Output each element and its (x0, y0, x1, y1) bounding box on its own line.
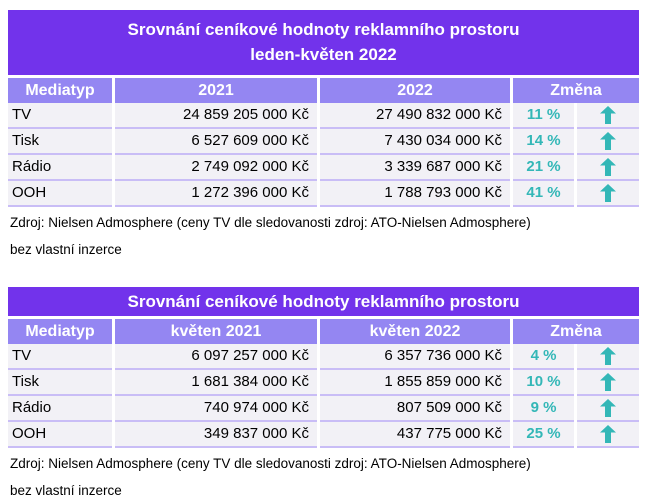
up-arrow-icon (577, 103, 639, 129)
column-header-mediatype: Mediatyp (8, 78, 112, 103)
up-arrow-icon (577, 370, 639, 396)
value-2022-cell: 3 339 687 000 Kč (320, 155, 510, 181)
column-header-may-2021: květen 2021 (115, 319, 317, 344)
mediatype-cell: OOH (8, 181, 112, 207)
up-arrow-icon (577, 129, 639, 155)
table-row: Rádio 740 974 000 Kč 807 509 000 Kč 9 % (8, 396, 639, 422)
value-2021-cell: 24 859 205 000 Kč (115, 103, 317, 129)
column-header-may-2022: květen 2022 (320, 319, 510, 344)
up-arrow-icon (577, 155, 639, 181)
up-arrow-icon (577, 396, 639, 422)
table-title-line2: leden-květen 2022 (250, 45, 397, 64)
value-may-2021-cell: 349 837 000 Kč (115, 422, 317, 448)
source-note: Zdroj: Nielsen Admosphere (ceny TV dle s… (10, 215, 531, 230)
mediatype-cell: TV (8, 344, 112, 370)
value-may-2021-cell: 1 681 384 000 Kč (115, 370, 317, 396)
change-percent-cell: 14 % (513, 129, 574, 155)
source-note-2: bez vlastní inzerce (10, 242, 122, 257)
change-percent-cell: 21 % (513, 155, 574, 181)
table-row: TV 6 097 257 000 Kč 6 357 736 000 Kč 4 % (8, 344, 639, 370)
value-2021-cell: 2 749 092 000 Kč (115, 155, 317, 181)
value-may-2021-cell: 6 097 257 000 Kč (115, 344, 317, 370)
column-header-change: Změna (513, 78, 639, 103)
table-title-line1: Srovnání ceníkové hodnoty reklamního pro… (127, 292, 520, 311)
table-title-ytd: Srovnání ceníkové hodnoty reklamního pro… (8, 10, 639, 75)
column-header-2021: 2021 (115, 78, 317, 103)
table-row: Rádio 2 749 092 000 Kč 3 339 687 000 Kč … (8, 155, 639, 181)
up-arrow-icon (577, 422, 639, 448)
table-title-line1: Srovnání ceníkové hodnoty reklamního pro… (127, 20, 520, 39)
change-percent-cell: 4 % (513, 344, 574, 370)
mediatype-cell: TV (8, 103, 112, 129)
source-note: Zdroj: Nielsen Admosphere (ceny TV dle s… (10, 456, 531, 471)
change-percent-cell: 9 % (513, 396, 574, 422)
value-2022-cell: 1 788 793 000 Kč (320, 181, 510, 207)
table-header-row: Mediatyp 2021 2022 Změna (8, 78, 639, 103)
up-arrow-icon (577, 344, 639, 370)
mediatype-cell: Tisk (8, 370, 112, 396)
table-row: Tisk 1 681 384 000 Kč 1 855 859 000 Kč 1… (8, 370, 639, 396)
table-title-may: Srovnání ceníkové hodnoty reklamního pro… (8, 287, 639, 316)
table-row: TV 24 859 205 000 Kč 27 490 832 000 Kč 1… (8, 103, 639, 129)
mediatype-cell: Rádio (8, 155, 112, 181)
column-header-change: Změna (513, 319, 639, 344)
source-note-2: bez vlastní inzerce (10, 483, 122, 498)
value-may-2021-cell: 740 974 000 Kč (115, 396, 317, 422)
value-may-2022-cell: 437 775 000 Kč (320, 422, 510, 448)
table-row: Tisk 6 527 609 000 Kč 7 430 034 000 Kč 1… (8, 129, 639, 155)
table-block-ytd: Srovnání ceníkové hodnoty reklamního pro… (8, 10, 639, 257)
mediatype-cell: Tisk (8, 129, 112, 155)
column-header-mediatype: Mediatyp (8, 319, 112, 344)
mediatype-cell: Rádio (8, 396, 112, 422)
change-percent-cell: 11 % (513, 103, 574, 129)
value-may-2022-cell: 6 357 736 000 Kč (320, 344, 510, 370)
value-2021-cell: 6 527 609 000 Kč (115, 129, 317, 155)
value-may-2022-cell: 1 855 859 000 Kč (320, 370, 510, 396)
change-percent-cell: 10 % (513, 370, 574, 396)
value-2022-cell: 27 490 832 000 Kč (320, 103, 510, 129)
change-percent-cell: 41 % (513, 181, 574, 207)
change-percent-cell: 25 % (513, 422, 574, 448)
column-header-2022: 2022 (320, 78, 510, 103)
table-header-row: Mediatyp květen 2021 květen 2022 Změna (8, 319, 639, 344)
table-row: OOH 349 837 000 Kč 437 775 000 Kč 25 % (8, 422, 639, 448)
value-2021-cell: 1 272 396 000 Kč (115, 181, 317, 207)
value-may-2022-cell: 807 509 000 Kč (320, 396, 510, 422)
value-2022-cell: 7 430 034 000 Kč (320, 129, 510, 155)
up-arrow-icon (577, 181, 639, 207)
mediatype-cell: OOH (8, 422, 112, 448)
table-row: OOH 1 272 396 000 Kč 1 788 793 000 Kč 41… (8, 181, 639, 207)
table-block-may: Srovnání ceníkové hodnoty reklamního pro… (8, 287, 639, 498)
